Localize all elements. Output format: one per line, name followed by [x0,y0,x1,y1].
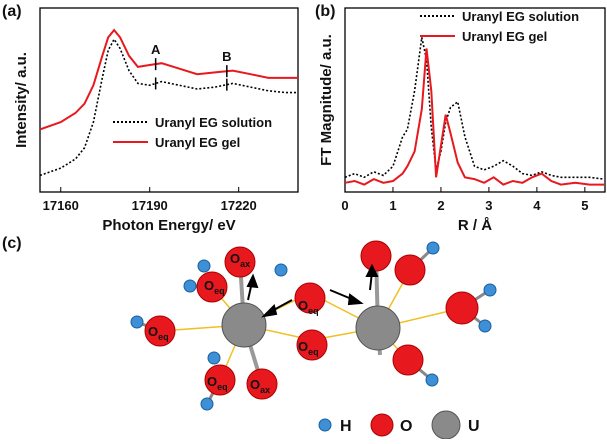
plot-frame [344,7,606,193]
x-tick-label: 17160 [43,198,79,213]
annotation: B [222,49,231,64]
series-line [39,28,298,131]
atom-label: Oeq [204,278,225,296]
series-line [39,37,298,177]
panel-label: (a) [2,3,22,20]
atom-label: Oeq [298,298,319,316]
x-tick-label: 5 [581,198,588,213]
x-tick-label: 1 [389,198,396,213]
u-atoms [221,302,401,351]
plot-frame [39,7,299,193]
label-base: O [207,374,217,389]
legend-label: Uranyl EG gel [462,29,547,44]
series-line [344,48,604,186]
series-line [344,37,605,180]
legend-label: H [340,418,352,435]
legend-label: Uranyl EG gel [155,135,240,150]
legend-label: Uranyl EG solution [155,115,272,130]
x-tick-label: 2 [437,198,444,213]
y-axis-title: Intensity/ a.u. [13,52,30,148]
label-base: O [250,377,260,392]
x-axis-title: Photon Energy/ eV [102,217,235,234]
atom-label: Oeq [148,324,169,342]
label-sub: eq [217,382,228,392]
legend-label: Uranyl EG solution [462,9,579,24]
label-base: O [298,339,308,354]
annotation: A [151,42,161,57]
x-tick-label: 17190 [132,198,168,213]
label-base: O [298,298,308,313]
x-tick-label: 4 [533,198,541,213]
atom-label: Oeq [207,374,228,392]
diagram: (c) [2,235,497,440]
label-base: O [204,278,214,293]
label-sub: ax [260,385,270,395]
label-base: O [230,251,240,266]
label-sub: eq [214,286,225,296]
x-tick-label: 3 [485,198,492,213]
legend-label: O [400,418,412,435]
atom-label: Oax [250,377,270,395]
panel-label: (b) [315,3,335,20]
x-tick-label: 0 [341,198,348,213]
legend-label: U [468,418,480,435]
label-sub: ax [240,259,250,269]
atom-legend: H O U [318,410,480,440]
h-atoms [130,241,497,411]
x-tick-label: 17220 [221,198,257,213]
atom-label: Oax [230,251,250,269]
label-sub: eq [308,347,319,357]
label-sub: eq [158,332,169,342]
label-base: O [148,324,158,339]
panel-label: (c) [2,235,22,252]
arrows [246,263,379,318]
y-axis-title: FT Magnitude/ a.u. [318,34,335,166]
o-atoms [144,240,479,400]
atom-label: Oeq [298,339,319,357]
label-sub: eq [308,306,319,316]
x-axis-title: R / Å [458,217,492,234]
